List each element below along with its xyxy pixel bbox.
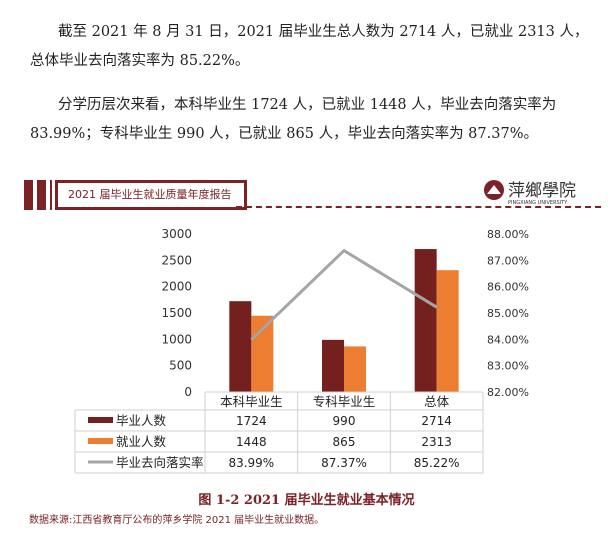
header-divider bbox=[236, 206, 601, 208]
svg-text:PINGXIANG UNIVERSITY: PINGXIANG UNIVERSITY bbox=[508, 200, 568, 206]
data-table-cell: 85.22% bbox=[414, 456, 460, 470]
y-tick-label: 0 bbox=[184, 385, 192, 399]
chart: 0 500 1000 1500 2000 2500 3000 82.00% 83.00% 84.0… bbox=[74, 227, 529, 474]
svg-text:萍鄉學院: 萍鄉學院 bbox=[508, 181, 576, 201]
data-source: 数据来源:江西省教育厅公布的萍乡学院 2021 届毕业生就业数据。 bbox=[29, 515, 325, 526]
y-tick-label: 1500 bbox=[161, 306, 192, 320]
y2-tick-label: 84.00% bbox=[487, 333, 529, 346]
y-tick-label: 2500 bbox=[161, 253, 192, 267]
paragraph-2-cont: 83.99%；专科毕业生 990 人，已就业 865 人，毕业去向落实率为 87… bbox=[30, 126, 538, 142]
y-tick-label: 3000 bbox=[161, 227, 192, 241]
paragraph-2: 分学历层次来看，本科毕业生 1724 人，已就业 1448 人，毕业去向落实率为 bbox=[58, 97, 557, 113]
y-tick-label: 1000 bbox=[161, 332, 192, 346]
data-table-cell: 2313 bbox=[421, 435, 452, 449]
y2-tick-label: 87.00% bbox=[487, 254, 529, 267]
legend-label: 毕业去向落实率 bbox=[116, 455, 204, 470]
employed-bar bbox=[436, 270, 459, 392]
y2-tick-label: 82.00% bbox=[487, 386, 529, 399]
university-logo: 萍鄉學院 PINGXIANG UNIVERSITY bbox=[478, 177, 608, 207]
data-table-cell: 87.37% bbox=[321, 456, 367, 470]
data-table-cell: 2714 bbox=[421, 414, 452, 428]
legend-swatch bbox=[88, 438, 113, 444]
graduates-bar bbox=[229, 301, 252, 392]
data-table-cell: 865 bbox=[333, 435, 356, 449]
legend-swatch bbox=[88, 417, 113, 423]
y-tick-label: 500 bbox=[169, 359, 192, 373]
report-title: 2021 届毕业生就业质量年度报告 bbox=[55, 180, 247, 210]
data-table-cell: 1448 bbox=[236, 435, 267, 449]
y2-tick-label: 86.00% bbox=[487, 281, 529, 294]
rate-line bbox=[250, 248, 438, 341]
paragraph-1: 截至 2021 年 8 月 31 日，2021 届毕业生总人数为 2714 人，… bbox=[58, 24, 589, 40]
legend-label: 毕业人数 bbox=[116, 413, 167, 428]
category-label: 本科毕业生 bbox=[220, 394, 283, 409]
paragraph-1-cont: 总体毕业去向落实率为 85.22%。 bbox=[30, 53, 250, 69]
data-table-cell: 990 bbox=[333, 414, 356, 428]
header-bar bbox=[50, 180, 52, 210]
legend-label: 就业人数 bbox=[116, 434, 167, 449]
data-table-cell: 83.99% bbox=[228, 456, 274, 470]
y2-tick-label: 88.00% bbox=[487, 228, 529, 241]
category-label: 专科毕业生 bbox=[313, 394, 376, 409]
category-label: 总体 bbox=[424, 394, 450, 409]
header-bar bbox=[37, 180, 46, 210]
figure-caption: 图 1-2 2021 届毕业生就业基本情况 bbox=[198, 493, 415, 508]
y2-tick-label: 85.00% bbox=[487, 307, 529, 320]
graduates-bar bbox=[414, 249, 437, 392]
y-tick-label: 2000 bbox=[161, 280, 192, 294]
data-table-cell: 1724 bbox=[236, 414, 267, 428]
header-bar bbox=[24, 180, 33, 210]
y2-tick-label: 83.00% bbox=[487, 360, 529, 373]
employed-bar bbox=[344, 346, 366, 392]
graduates-bar bbox=[322, 339, 344, 392]
